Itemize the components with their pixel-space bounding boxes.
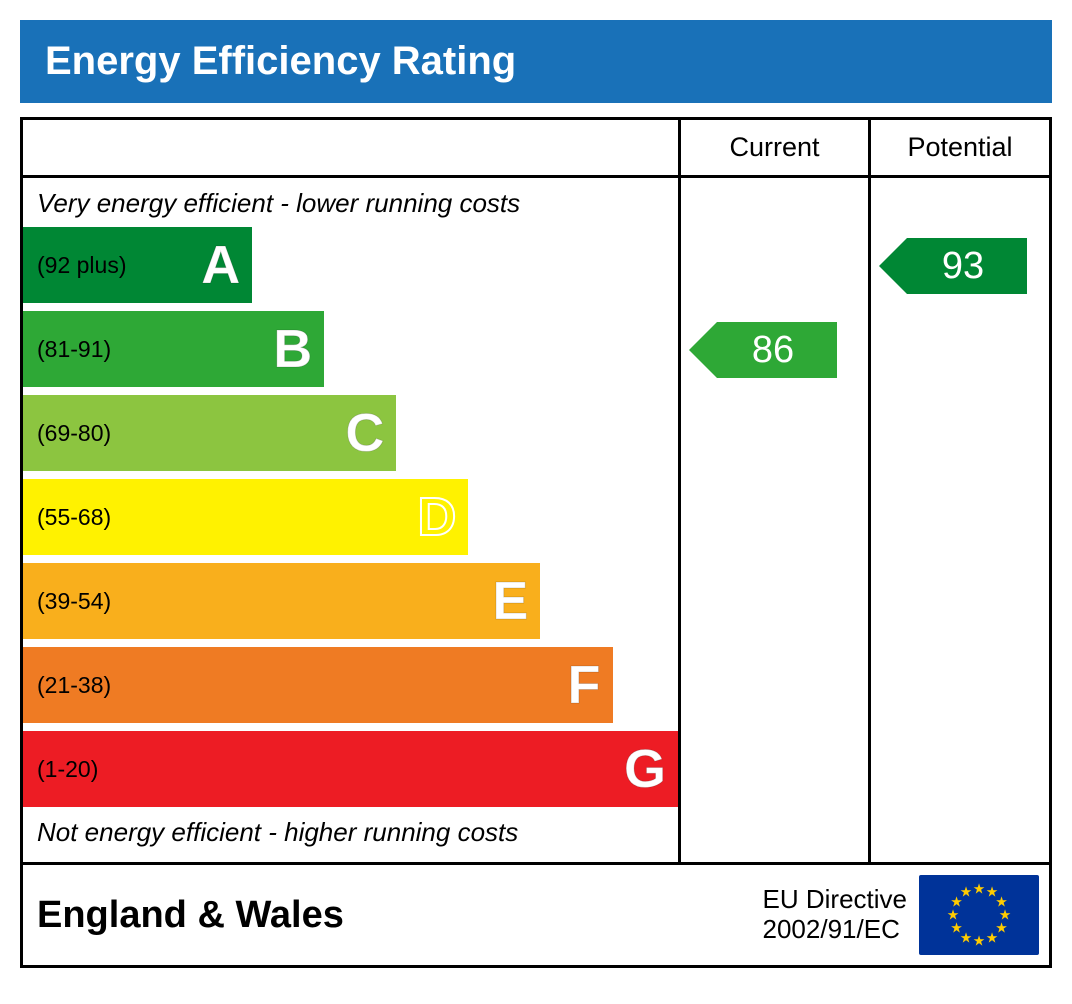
bar-range-label: (55-68) <box>37 504 111 531</box>
footer-row: England & Wales EU Directive 2002/91/EC … <box>23 862 1049 965</box>
bar-letter: B <box>273 318 312 380</box>
column-header-potential: Potential <box>871 120 1049 175</box>
bar-letter: C <box>345 402 384 464</box>
eu-star-icon: ★ <box>973 881 986 898</box>
bar-letter: G <box>624 738 666 800</box>
eu-flag-icon: ★★★★★★★★★★★★ <box>919 875 1039 955</box>
bar-range-label: (69-80) <box>37 420 111 447</box>
directive-line2: 2002/91/EC <box>763 915 907 945</box>
potential-column: 93 <box>871 178 1049 862</box>
rating-bar-a: (92 plus) A <box>23 227 252 303</box>
rating-bar-d: (55-68) D <box>23 479 468 555</box>
bar-range-label: (92 plus) <box>37 252 126 279</box>
footer-directive: EU Directive 2002/91/EC <box>763 885 907 945</box>
eu-star-icon: ★ <box>986 929 999 946</box>
caption-top: Very energy efficient - lower running co… <box>23 186 678 227</box>
pointer-arrow-icon <box>879 238 907 294</box>
header-spacer <box>23 120 681 175</box>
directive-line1: EU Directive <box>763 885 907 915</box>
bar-range-label: (81-91) <box>37 336 111 363</box>
rating-bar-g: (1-20) G <box>23 731 678 807</box>
bar-range-label: (21-38) <box>37 672 111 699</box>
bars-column: Very energy efficient - lower running co… <box>23 178 681 862</box>
bar-letter: A <box>201 234 240 296</box>
current-column: 86 <box>681 178 871 862</box>
rating-bar-c: (69-80) C <box>23 395 396 471</box>
bar-letter: D <box>417 486 456 548</box>
header-row: Current Potential <box>23 120 1049 178</box>
bar-letter: E <box>492 570 528 632</box>
bars-stack: (92 plus) A (81-91) B (69-80) C (55-68) D (39-54… <box>23 227 678 807</box>
pointer-arrow-icon <box>689 322 717 378</box>
epc-chart: Energy Efficiency Rating Current Potenti… <box>20 20 1052 968</box>
chart-title: Energy Efficiency Rating <box>45 39 516 83</box>
column-header-current: Current <box>681 120 871 175</box>
caption-bottom: Not energy efficient - higher running co… <box>23 815 678 856</box>
pointer-potential: 93 <box>879 238 1027 294</box>
pointer-value: 93 <box>907 238 1027 294</box>
bar-range-label: (1-20) <box>37 756 98 783</box>
eu-star-icon: ★ <box>973 933 986 950</box>
rating-bar-e: (39-54) E <box>23 563 540 639</box>
rating-bar-b: (81-91) B <box>23 311 324 387</box>
footer-region: England & Wales <box>37 894 763 937</box>
eu-star-icon: ★ <box>960 884 973 901</box>
bar-range-label: (39-54) <box>37 588 111 615</box>
pointer-value: 86 <box>717 322 837 378</box>
pointer-current: 86 <box>689 322 837 378</box>
rating-bar-f: (21-38) F <box>23 647 613 723</box>
title-bar: Energy Efficiency Rating <box>20 20 1052 103</box>
bar-letter: F <box>568 654 601 716</box>
body-row: Very energy efficient - lower running co… <box>23 178 1049 862</box>
chart-frame: Current Potential Very energy efficient … <box>20 117 1052 968</box>
